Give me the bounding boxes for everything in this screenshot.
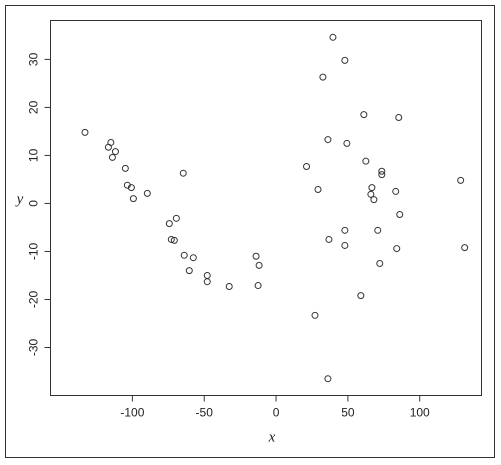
- point: [303, 162, 311, 170]
- plot-box: [50, 20, 482, 396]
- x-tick-label: -100: [120, 406, 144, 420]
- point: [395, 113, 403, 121]
- point: [367, 190, 375, 198]
- x-axis-label: x: [268, 429, 276, 445]
- point: [143, 189, 151, 197]
- point: [343, 139, 351, 147]
- point: [255, 261, 263, 269]
- y-axis-label: y: [15, 191, 24, 207]
- x-tick-label: -50: [196, 406, 214, 420]
- point: [341, 241, 349, 249]
- frame: [5, 5, 495, 458]
- point: [179, 169, 187, 177]
- point: [325, 235, 333, 243]
- point: [319, 73, 327, 81]
- point: [341, 226, 349, 234]
- point: [392, 187, 400, 195]
- point: [324, 136, 332, 144]
- point: [225, 283, 233, 291]
- point: [129, 195, 137, 203]
- point: [203, 271, 211, 279]
- point: [378, 167, 386, 175]
- point: [461, 244, 469, 252]
- point: [360, 111, 368, 119]
- point: [81, 128, 89, 136]
- point: [121, 164, 129, 172]
- point: [165, 220, 173, 228]
- point: [252, 252, 260, 260]
- y-tick-label: -10: [27, 242, 41, 260]
- y-tick-label: -20: [27, 290, 41, 308]
- point: [357, 292, 365, 300]
- y-tick-label: 20: [27, 100, 41, 114]
- point: [378, 171, 386, 179]
- point: [376, 259, 384, 267]
- point: [341, 56, 349, 64]
- point: [254, 282, 262, 290]
- point: [108, 153, 116, 161]
- point: [104, 143, 112, 151]
- point: [185, 267, 193, 275]
- point: [393, 245, 401, 253]
- point: [111, 148, 119, 156]
- point: [203, 278, 211, 286]
- point: [368, 184, 376, 192]
- point: [167, 235, 175, 243]
- y-tick-label: 30: [27, 52, 41, 66]
- x-tick-label: 50: [341, 406, 355, 420]
- y-tick-label: 0: [27, 200, 41, 207]
- point: [314, 186, 322, 194]
- y-tick-label: -30: [27, 338, 41, 356]
- point: [311, 311, 319, 319]
- point: [189, 254, 197, 262]
- x-tick-label: 0: [273, 406, 280, 420]
- point: [127, 184, 135, 192]
- point: [396, 210, 404, 218]
- point: [329, 33, 337, 41]
- point: [370, 196, 378, 204]
- point: [180, 251, 188, 259]
- point: [374, 226, 382, 234]
- point: [170, 236, 178, 244]
- y-tick-label: 10: [27, 148, 41, 162]
- point: [362, 157, 370, 165]
- point: [457, 176, 465, 184]
- point: [324, 375, 332, 383]
- x-tick-label: 100: [410, 406, 430, 420]
- point: [172, 214, 180, 222]
